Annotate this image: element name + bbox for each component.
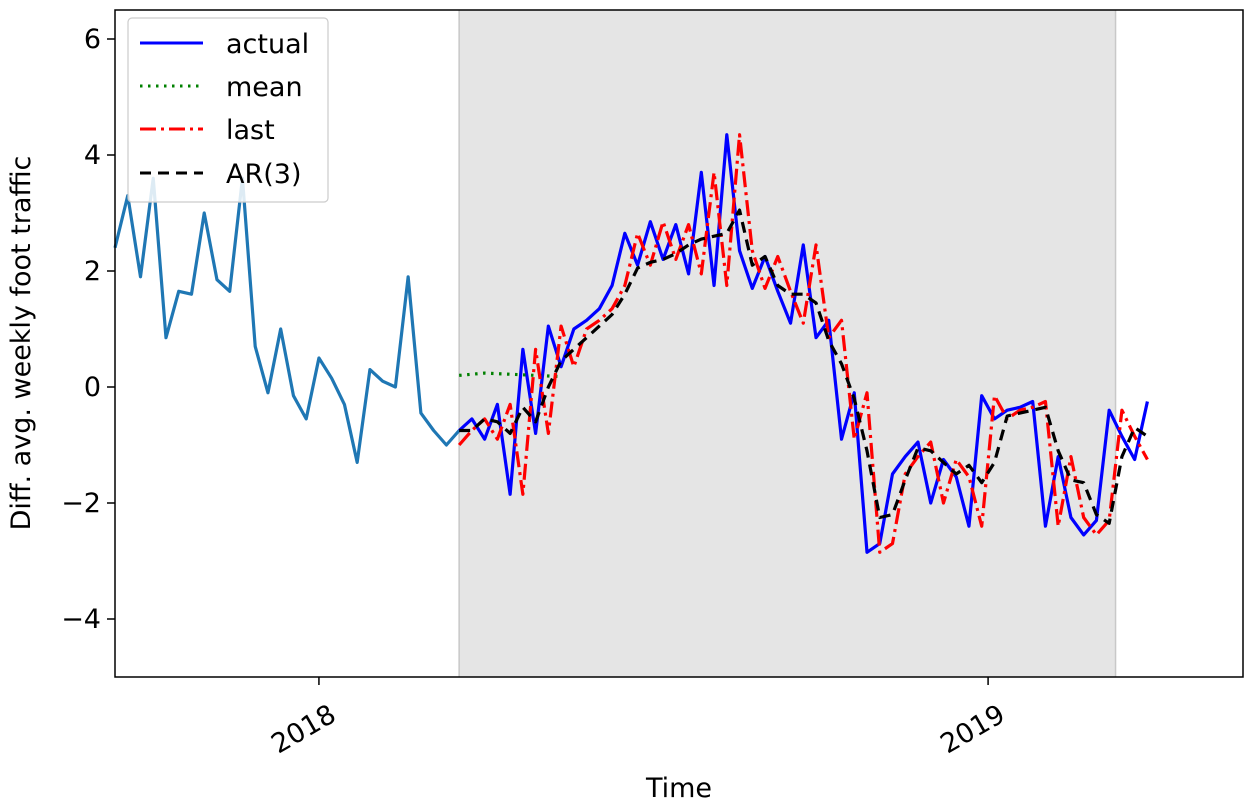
y-tick-label: −2: [61, 488, 101, 519]
x-tick-label: 2018: [266, 699, 341, 760]
series-line-actual: [458, 133, 1149, 554]
y-axis-label: Diff. avg. weekly foot traffic: [6, 156, 37, 531]
y-tick-label: 0: [84, 372, 101, 403]
y-axis: −4 −2 0 2 4 6: [61, 24, 115, 635]
test-region-layer: [458, 10, 1117, 677]
y-tick-label: 4: [84, 140, 101, 171]
series-layer: [113, 133, 1149, 554]
x-axis: 2018 2019: [266, 677, 1010, 760]
legend-label-ar3: AR(3): [226, 159, 301, 190]
legend-label-actual: actual: [226, 29, 309, 60]
legend-label-last: last: [226, 115, 275, 146]
legend-label-mean: mean: [226, 72, 303, 103]
legend-box: [127, 17, 329, 203]
test-region: [459, 10, 1116, 677]
series-line-last: [457, 133, 1149, 554]
series-line-train: [113, 176, 461, 464]
y-tick-label: 6: [84, 24, 101, 55]
x-axis-label: Time: [645, 773, 712, 804]
y-tick-label: −4: [61, 604, 101, 635]
plot-frame: [114, 9, 1244, 678]
x-tick-label: 2019: [935, 699, 1010, 760]
series-line-mean: [458, 371, 562, 379]
y-tick-label: 2: [84, 256, 101, 287]
legend: actual mean last AR(3): [127, 17, 329, 203]
